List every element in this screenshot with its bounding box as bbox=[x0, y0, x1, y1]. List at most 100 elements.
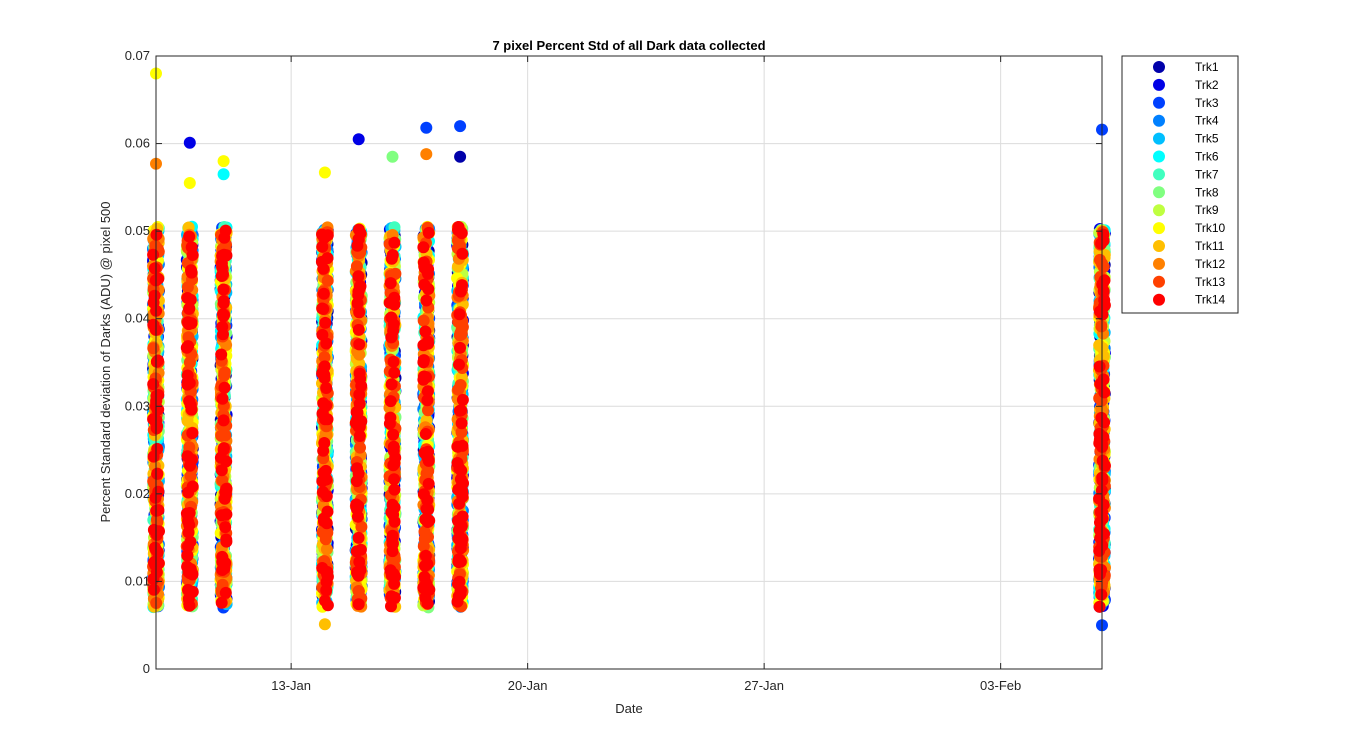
scatter-point bbox=[352, 323, 365, 336]
scatter-point bbox=[182, 331, 195, 344]
scatter-point bbox=[384, 395, 397, 408]
scatter-point bbox=[422, 477, 435, 490]
scatter-point bbox=[352, 270, 365, 283]
scatter-point bbox=[152, 272, 165, 285]
scatter-point bbox=[383, 417, 396, 430]
scatter-point bbox=[388, 473, 401, 486]
scatter-point bbox=[315, 255, 328, 268]
scatter-point bbox=[184, 470, 197, 483]
scatter-point bbox=[219, 521, 232, 534]
scatter-point bbox=[149, 541, 161, 554]
scatter-point bbox=[385, 331, 398, 344]
scatter-point bbox=[319, 533, 332, 546]
scatter-point bbox=[421, 580, 434, 592]
scatter-point bbox=[181, 369, 194, 382]
scatter-point bbox=[219, 224, 232, 237]
scatter-point bbox=[217, 283, 230, 296]
scatter-point bbox=[184, 293, 197, 306]
scatter-point bbox=[182, 526, 195, 539]
scatter-point bbox=[151, 442, 164, 455]
scatter-point bbox=[389, 451, 402, 464]
scatter-point bbox=[150, 355, 163, 368]
scatter-point bbox=[352, 467, 365, 480]
scatter-point bbox=[181, 281, 194, 294]
scatter-point bbox=[319, 316, 332, 329]
scatter-point bbox=[352, 500, 365, 512]
scatter-point bbox=[183, 230, 196, 243]
scatter-point bbox=[419, 428, 432, 440]
scatter-point bbox=[318, 368, 331, 381]
scatter-point bbox=[217, 414, 230, 427]
scatter-point bbox=[219, 586, 232, 599]
scatter-point bbox=[147, 248, 160, 261]
scatter-point bbox=[386, 498, 399, 511]
scatter-point bbox=[317, 486, 329, 499]
scatter-point bbox=[220, 535, 233, 548]
scatter-point bbox=[351, 297, 364, 310]
scatter-point bbox=[388, 366, 401, 379]
scatter-point bbox=[422, 226, 435, 239]
scatter-point bbox=[352, 569, 365, 582]
scatter-point bbox=[147, 378, 160, 391]
scatter-point bbox=[151, 467, 164, 480]
scatter-point bbox=[417, 370, 430, 383]
scatter-point bbox=[317, 287, 330, 300]
scatter-point bbox=[388, 483, 401, 496]
scatter-point bbox=[319, 413, 331, 426]
data-markers bbox=[147, 67, 1111, 632]
scatter-point bbox=[385, 600, 397, 613]
scatter-point bbox=[386, 296, 399, 309]
scatter-point bbox=[388, 236, 401, 249]
scatter-point bbox=[150, 422, 163, 435]
scatter-point bbox=[417, 314, 430, 327]
scatter-point bbox=[216, 564, 229, 576]
scatter-point bbox=[181, 549, 194, 562]
scatter-point bbox=[147, 342, 160, 355]
scatter-point bbox=[148, 556, 160, 569]
scatter-point bbox=[417, 488, 430, 501]
scatter-point bbox=[320, 399, 333, 412]
scatter-point bbox=[317, 444, 330, 457]
scatter-point bbox=[219, 488, 232, 501]
scatter-point bbox=[150, 528, 163, 541]
scatter-point bbox=[150, 566, 163, 579]
scatter-point bbox=[182, 318, 195, 331]
scatter-point bbox=[185, 266, 198, 279]
scatter-point bbox=[417, 241, 430, 254]
scatter-point bbox=[387, 440, 400, 453]
scatter-point bbox=[183, 356, 196, 369]
scatter-point bbox=[184, 399, 197, 412]
scatter-point bbox=[353, 398, 366, 410]
scatter-point bbox=[183, 599, 196, 612]
scatter-point bbox=[422, 283, 435, 295]
scatter-point bbox=[320, 584, 333, 597]
scatter-point bbox=[216, 320, 229, 333]
scatter-point bbox=[353, 338, 366, 351]
scatter-point bbox=[319, 594, 331, 607]
scatter-point bbox=[420, 294, 433, 307]
scatter-point bbox=[217, 443, 230, 456]
scatter-point bbox=[316, 562, 329, 574]
scatter-point bbox=[317, 466, 330, 479]
scatter-point bbox=[387, 355, 400, 368]
scatter-point bbox=[317, 303, 330, 315]
scatter-point bbox=[353, 555, 366, 568]
scatter-point bbox=[215, 464, 228, 477]
scatter-point bbox=[352, 531, 365, 544]
scatter-point bbox=[355, 520, 368, 533]
scatter-point bbox=[152, 389, 165, 401]
scatter-point bbox=[147, 583, 160, 596]
scatter-point bbox=[215, 348, 228, 361]
scatter-point bbox=[321, 274, 334, 287]
scatter-point bbox=[320, 382, 333, 394]
scatter-point bbox=[148, 262, 161, 275]
scatter-point bbox=[181, 450, 194, 463]
scatter-point bbox=[148, 289, 161, 302]
scatter-point bbox=[386, 249, 399, 261]
scatter-point bbox=[186, 568, 199, 581]
scatter-point bbox=[419, 513, 432, 526]
scatter-point bbox=[421, 385, 434, 398]
scatter-point bbox=[186, 249, 199, 261]
scatter-point bbox=[418, 533, 431, 546]
